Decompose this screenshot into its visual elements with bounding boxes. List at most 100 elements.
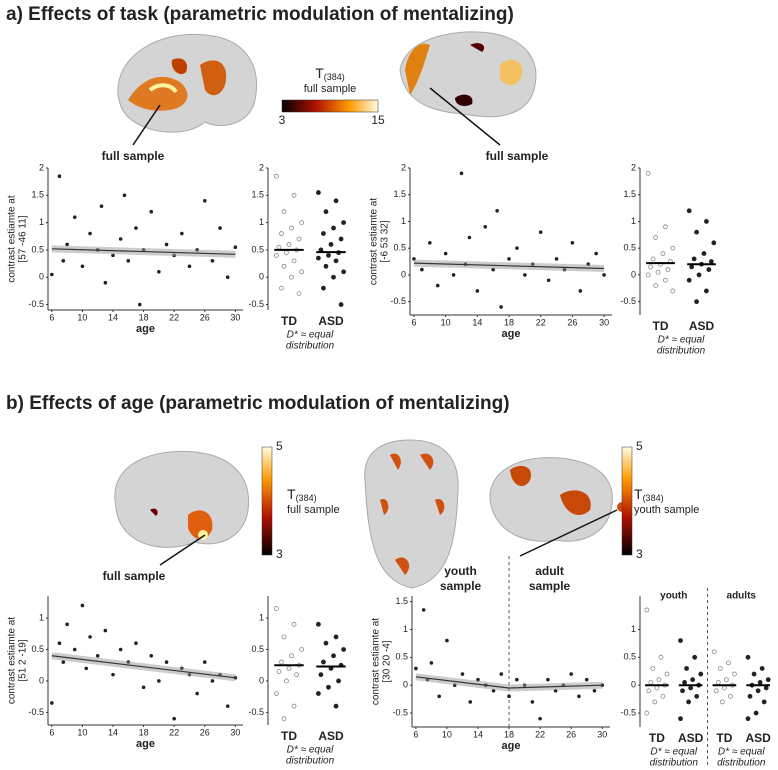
point xyxy=(538,230,543,234)
note: distribution xyxy=(657,346,706,357)
point xyxy=(84,666,89,671)
point xyxy=(708,259,714,264)
y-tick-label: -0.5 xyxy=(390,296,406,306)
point xyxy=(333,703,339,709)
colorbar-title-subscript: (384) xyxy=(296,493,317,503)
point xyxy=(655,269,661,275)
note: D* ≈ equal xyxy=(287,330,334,341)
y-tick-label: 0.5 xyxy=(31,644,44,654)
point xyxy=(279,231,284,236)
colorbar-title-subscript: (384) xyxy=(643,493,664,503)
point xyxy=(692,654,698,660)
y-tick-label: 2 xyxy=(631,162,636,172)
colorbar-title: T(384) xyxy=(634,486,664,504)
point xyxy=(328,242,334,247)
point xyxy=(72,215,77,219)
point xyxy=(717,666,723,671)
category-label: ASD xyxy=(689,319,715,333)
colorbar-tick-label: 5 xyxy=(276,439,283,453)
point xyxy=(724,677,729,683)
category-label: TD xyxy=(281,729,297,743)
y-tick-label: -0.5 xyxy=(392,707,408,717)
point xyxy=(281,209,287,215)
y-tick-label: 0 xyxy=(259,272,264,282)
point xyxy=(284,678,289,684)
x-tick-label: 26 xyxy=(200,727,210,737)
point xyxy=(719,699,725,705)
x-tick-label: 18 xyxy=(139,727,149,737)
y-tick-label: 2 xyxy=(401,162,406,172)
point xyxy=(299,647,305,652)
point xyxy=(134,226,138,230)
point xyxy=(664,671,670,677)
point xyxy=(331,274,336,280)
x-axis-label: age xyxy=(502,740,521,752)
x-tick-label: 30 xyxy=(230,727,240,737)
point xyxy=(315,621,321,627)
point xyxy=(276,244,282,250)
y-tick-label: 0 xyxy=(401,269,406,279)
x-tick-label: 6 xyxy=(413,729,418,739)
point xyxy=(663,224,668,230)
point xyxy=(658,654,664,660)
x-tick-label: 6 xyxy=(49,312,54,322)
x-tick-label: 6 xyxy=(411,317,416,327)
point xyxy=(696,272,702,278)
y-tick-label: 1.5 xyxy=(623,189,636,199)
colorbar-title-main: T xyxy=(315,65,324,81)
point xyxy=(761,699,767,705)
point xyxy=(103,628,108,633)
x-tick-label: 26 xyxy=(566,729,576,739)
y-tick-label: 1 xyxy=(39,612,44,622)
point xyxy=(299,269,305,275)
point xyxy=(331,653,336,659)
point xyxy=(645,272,651,278)
fit-line xyxy=(51,655,236,679)
point xyxy=(141,685,146,690)
point xyxy=(538,716,542,721)
point xyxy=(670,288,676,294)
x-tick-label: 10 xyxy=(77,727,87,737)
x-tick-label: 30 xyxy=(599,317,609,327)
point xyxy=(202,660,207,664)
point xyxy=(57,641,62,645)
point xyxy=(602,273,606,277)
note: distribution xyxy=(286,341,335,352)
y-tick-label: 0 xyxy=(39,675,44,685)
point xyxy=(281,263,287,269)
point xyxy=(451,273,456,277)
point xyxy=(732,671,737,677)
point xyxy=(757,680,763,685)
point xyxy=(443,251,448,256)
point xyxy=(747,693,753,699)
point xyxy=(663,277,668,283)
x-tick-label: 10 xyxy=(441,317,451,327)
point xyxy=(577,694,581,699)
colorbar-title: T(384) xyxy=(315,65,345,83)
point xyxy=(218,226,222,230)
point xyxy=(429,661,434,665)
point xyxy=(233,245,238,249)
y-tick-label: 1 xyxy=(39,217,44,227)
point xyxy=(665,267,671,272)
x-tick-label: 14 xyxy=(473,729,483,739)
brain-label: full sample xyxy=(102,149,165,163)
point xyxy=(50,272,54,277)
colorbar-tick-label: 3 xyxy=(279,113,286,127)
point xyxy=(745,716,751,722)
point xyxy=(57,174,62,178)
y-tick-label: -0.5 xyxy=(28,299,44,309)
point xyxy=(323,640,329,646)
note: D* ≈ equal xyxy=(658,335,705,346)
point xyxy=(296,236,302,242)
brain-image xyxy=(114,450,250,548)
category-label: ASD xyxy=(745,731,771,745)
point xyxy=(341,647,347,652)
y-tick-label: 1 xyxy=(631,216,636,226)
point xyxy=(765,677,771,683)
point xyxy=(475,289,480,293)
point xyxy=(103,280,108,285)
point xyxy=(437,694,441,699)
y-tick-label: 1 xyxy=(401,216,406,226)
y-axis-label: contrast estiamte at xyxy=(371,618,382,705)
